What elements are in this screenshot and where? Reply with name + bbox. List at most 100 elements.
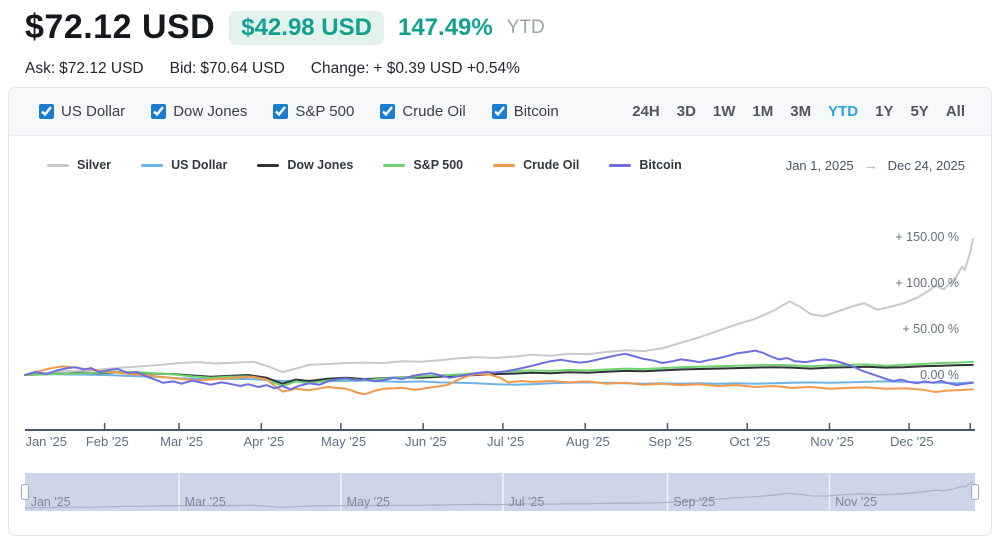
range-button-1w[interactable]: 1W — [712, 103, 736, 120]
legend-line-icon — [257, 163, 280, 167]
x-axis-label: May '25 — [321, 434, 366, 449]
legend-line-icon — [141, 163, 164, 167]
legend-line-icon — [493, 163, 516, 167]
toggle-label: Crude Oil — [402, 103, 466, 120]
legend-label: Dow Jones — [287, 158, 354, 172]
time-range-selector: 24H 3D 1W 1M 3M YTD 1Y 5Y All — [632, 103, 965, 120]
series-line-silver[interactable] — [24, 238, 974, 376]
price-header: $72.12 USD $42.98 USD 147.49% YTD Ask: $7… — [0, 0, 1000, 78]
x-axis-label: Oct '25 — [729, 434, 770, 449]
y-axis-label: + 50.00 % — [902, 322, 959, 336]
series-toggles: US Dollar Dow Jones S&P 500 Crude Oil Bitcoi… — [39, 103, 559, 120]
toggle-dow-jones[interactable]: Dow Jones — [151, 103, 247, 120]
y-axis-label: + 100.00 % — [895, 276, 959, 290]
legend-label: US Dollar — [171, 158, 228, 172]
y-axis-label: + 150.00 % — [895, 230, 959, 244]
legend-line-icon — [609, 163, 632, 167]
range-button-ytd[interactable]: YTD — [828, 103, 859, 120]
range-button-3d[interactable]: 3D — [676, 103, 696, 120]
toggle-s-p-500[interactable]: S&P 500 — [273, 103, 354, 120]
x-axis-label: Jun '25 — [405, 434, 447, 449]
checkbox-crude-oil[interactable] — [380, 104, 396, 119]
legend-label: S&P 500 — [413, 158, 464, 172]
navigator-label: Jul '25 — [509, 495, 545, 509]
nav-handle-left[interactable] — [21, 484, 29, 500]
range-button-24h[interactable]: 24H — [632, 103, 660, 120]
change-stat: Change: + $0.39 USD +0.54% — [311, 60, 520, 78]
checkbox-us-dollar[interactable] — [39, 104, 54, 119]
toggle-us-dollar[interactable]: US Dollar — [39, 103, 125, 120]
series-line-crude-oil[interactable] — [24, 365, 974, 396]
ask-value: $72.12 USD — [59, 60, 144, 77]
x-axis-label: Sep '25 — [648, 434, 692, 449]
change-value: + $0.39 USD +0.54% — [373, 60, 520, 77]
x-axis-label: Dec '25 — [890, 434, 934, 449]
toggle-crude-oil[interactable]: Crude Oil — [380, 103, 466, 120]
chart-toolbar: US Dollar Dow Jones S&P 500 Crude Oil Bitcoi… — [9, 88, 991, 136]
navigator-label: May '25 — [347, 495, 390, 509]
legend-item-s-p-500[interactable]: S&P 500 — [383, 158, 463, 172]
range-button-all[interactable]: All — [945, 103, 965, 120]
chart-panel: US Dollar Dow Jones S&P 500 Crude Oil Bitcoi… — [8, 87, 992, 536]
bid-value: $70.64 USD — [200, 60, 285, 77]
legend-label: Crude Oil — [523, 158, 580, 172]
legend-item-dow-jones[interactable]: Dow Jones — [257, 158, 353, 172]
checkbox-bitcoin[interactable] — [491, 104, 507, 119]
ask-label: Ask: — [25, 60, 56, 77]
navigator-label: Nov '25 — [835, 495, 877, 509]
date-range: Jan 1, 2025 → Dec 24, 2025 — [786, 157, 965, 173]
range-button-5y[interactable]: 5Y — [910, 103, 929, 120]
legend-line-icon — [383, 163, 406, 167]
x-axis-label: Aug '25 — [566, 434, 610, 449]
legend-line-icon — [47, 163, 69, 167]
arrow-right-icon: → — [863, 157, 878, 173]
range-end-date: Dec 24, 2025 — [887, 157, 965, 173]
legend-item-us-dollar[interactable]: US Dollar — [141, 158, 227, 172]
navigator-label: Sep '25 — [673, 495, 715, 509]
legend-item-silver[interactable]: Silver — [47, 158, 111, 172]
x-axis-label: Feb '25 — [86, 434, 129, 449]
toggle-label: S&P 500 — [295, 103, 355, 120]
main-chart-area: + 150.00 % + 100.00 % + 50.00 % 0.00 % Jan '… — [9, 178, 991, 461]
ytd-change-amount: $42.98 USD — [229, 10, 384, 45]
main-chart-svg[interactable]: + 150.00 % + 100.00 % + 50.00 % 0.00 % Jan '… — [9, 178, 991, 456]
bid-label: Bid: — [169, 60, 197, 77]
ask-bid-change-row: Ask: $72.12 USD Bid: $70.64 USD Change: + $… — [25, 60, 988, 78]
series-line-bitcoin[interactable] — [24, 349, 974, 391]
x-axis-label: Apr '25 — [244, 434, 285, 449]
x-axis-label: Nov '25 — [810, 434, 854, 449]
range-button-1m[interactable]: 1M — [752, 103, 774, 120]
toggle-label: US Dollar — [61, 103, 126, 120]
current-price: $72.12 USD — [25, 8, 216, 46]
navigator-preview-line — [24, 480, 974, 509]
checkbox-s-p-500[interactable] — [273, 104, 289, 119]
price-row: $72.12 USD $42.98 USD 147.49% YTD — [25, 8, 988, 47]
nav-handle-right[interactable] — [971, 484, 979, 500]
legend-item-bitcoin[interactable]: Bitcoin — [609, 158, 682, 172]
x-axis-label: Jan '25 — [25, 434, 67, 449]
bid-stat: Bid: $70.64 USD — [170, 60, 285, 78]
toggle-bitcoin[interactable]: Bitcoin — [491, 103, 559, 120]
change-label: Change: — [310, 60, 370, 77]
y-axis-label: 0.00 % — [920, 368, 959, 382]
legend-label: Silver — [77, 158, 112, 172]
x-axis-label: Mar '25 — [160, 434, 203, 449]
chart-legend: Silver US Dollar Dow Jones S&P 500 Crude Oil… — [47, 158, 682, 172]
legend-item-crude-oil[interactable]: Crude Oil — [493, 158, 579, 172]
navigator-area: Jan '25 Mar '25 May '25 Jul '25 Sep '25 Nov '… — [9, 465, 991, 535]
toggle-label: Dow Jones — [173, 103, 248, 120]
period-label: YTD — [506, 16, 545, 38]
x-axis-label: Jul '25 — [487, 434, 524, 449]
range-start-date: Jan 1, 2025 — [785, 157, 854, 173]
range-button-3m[interactable]: 3M — [790, 103, 812, 120]
navigator-svg[interactable]: Jan '25 Mar '25 May '25 Jul '25 Sep '25 Nov '… — [9, 465, 991, 517]
ask-stat: Ask: $72.12 USD — [25, 60, 144, 78]
navigator-label: Mar '25 — [185, 495, 226, 509]
toggle-label: Bitcoin — [513, 103, 559, 120]
chart-head: Silver US Dollar Dow Jones S&P 500 Crude Oil… — [47, 152, 971, 178]
legend-label: Bitcoin — [639, 158, 682, 172]
checkbox-dow-jones[interactable] — [151, 104, 167, 119]
navigator-label: Jan '25 — [31, 495, 71, 509]
range-button-1y[interactable]: 1Y — [875, 103, 894, 120]
